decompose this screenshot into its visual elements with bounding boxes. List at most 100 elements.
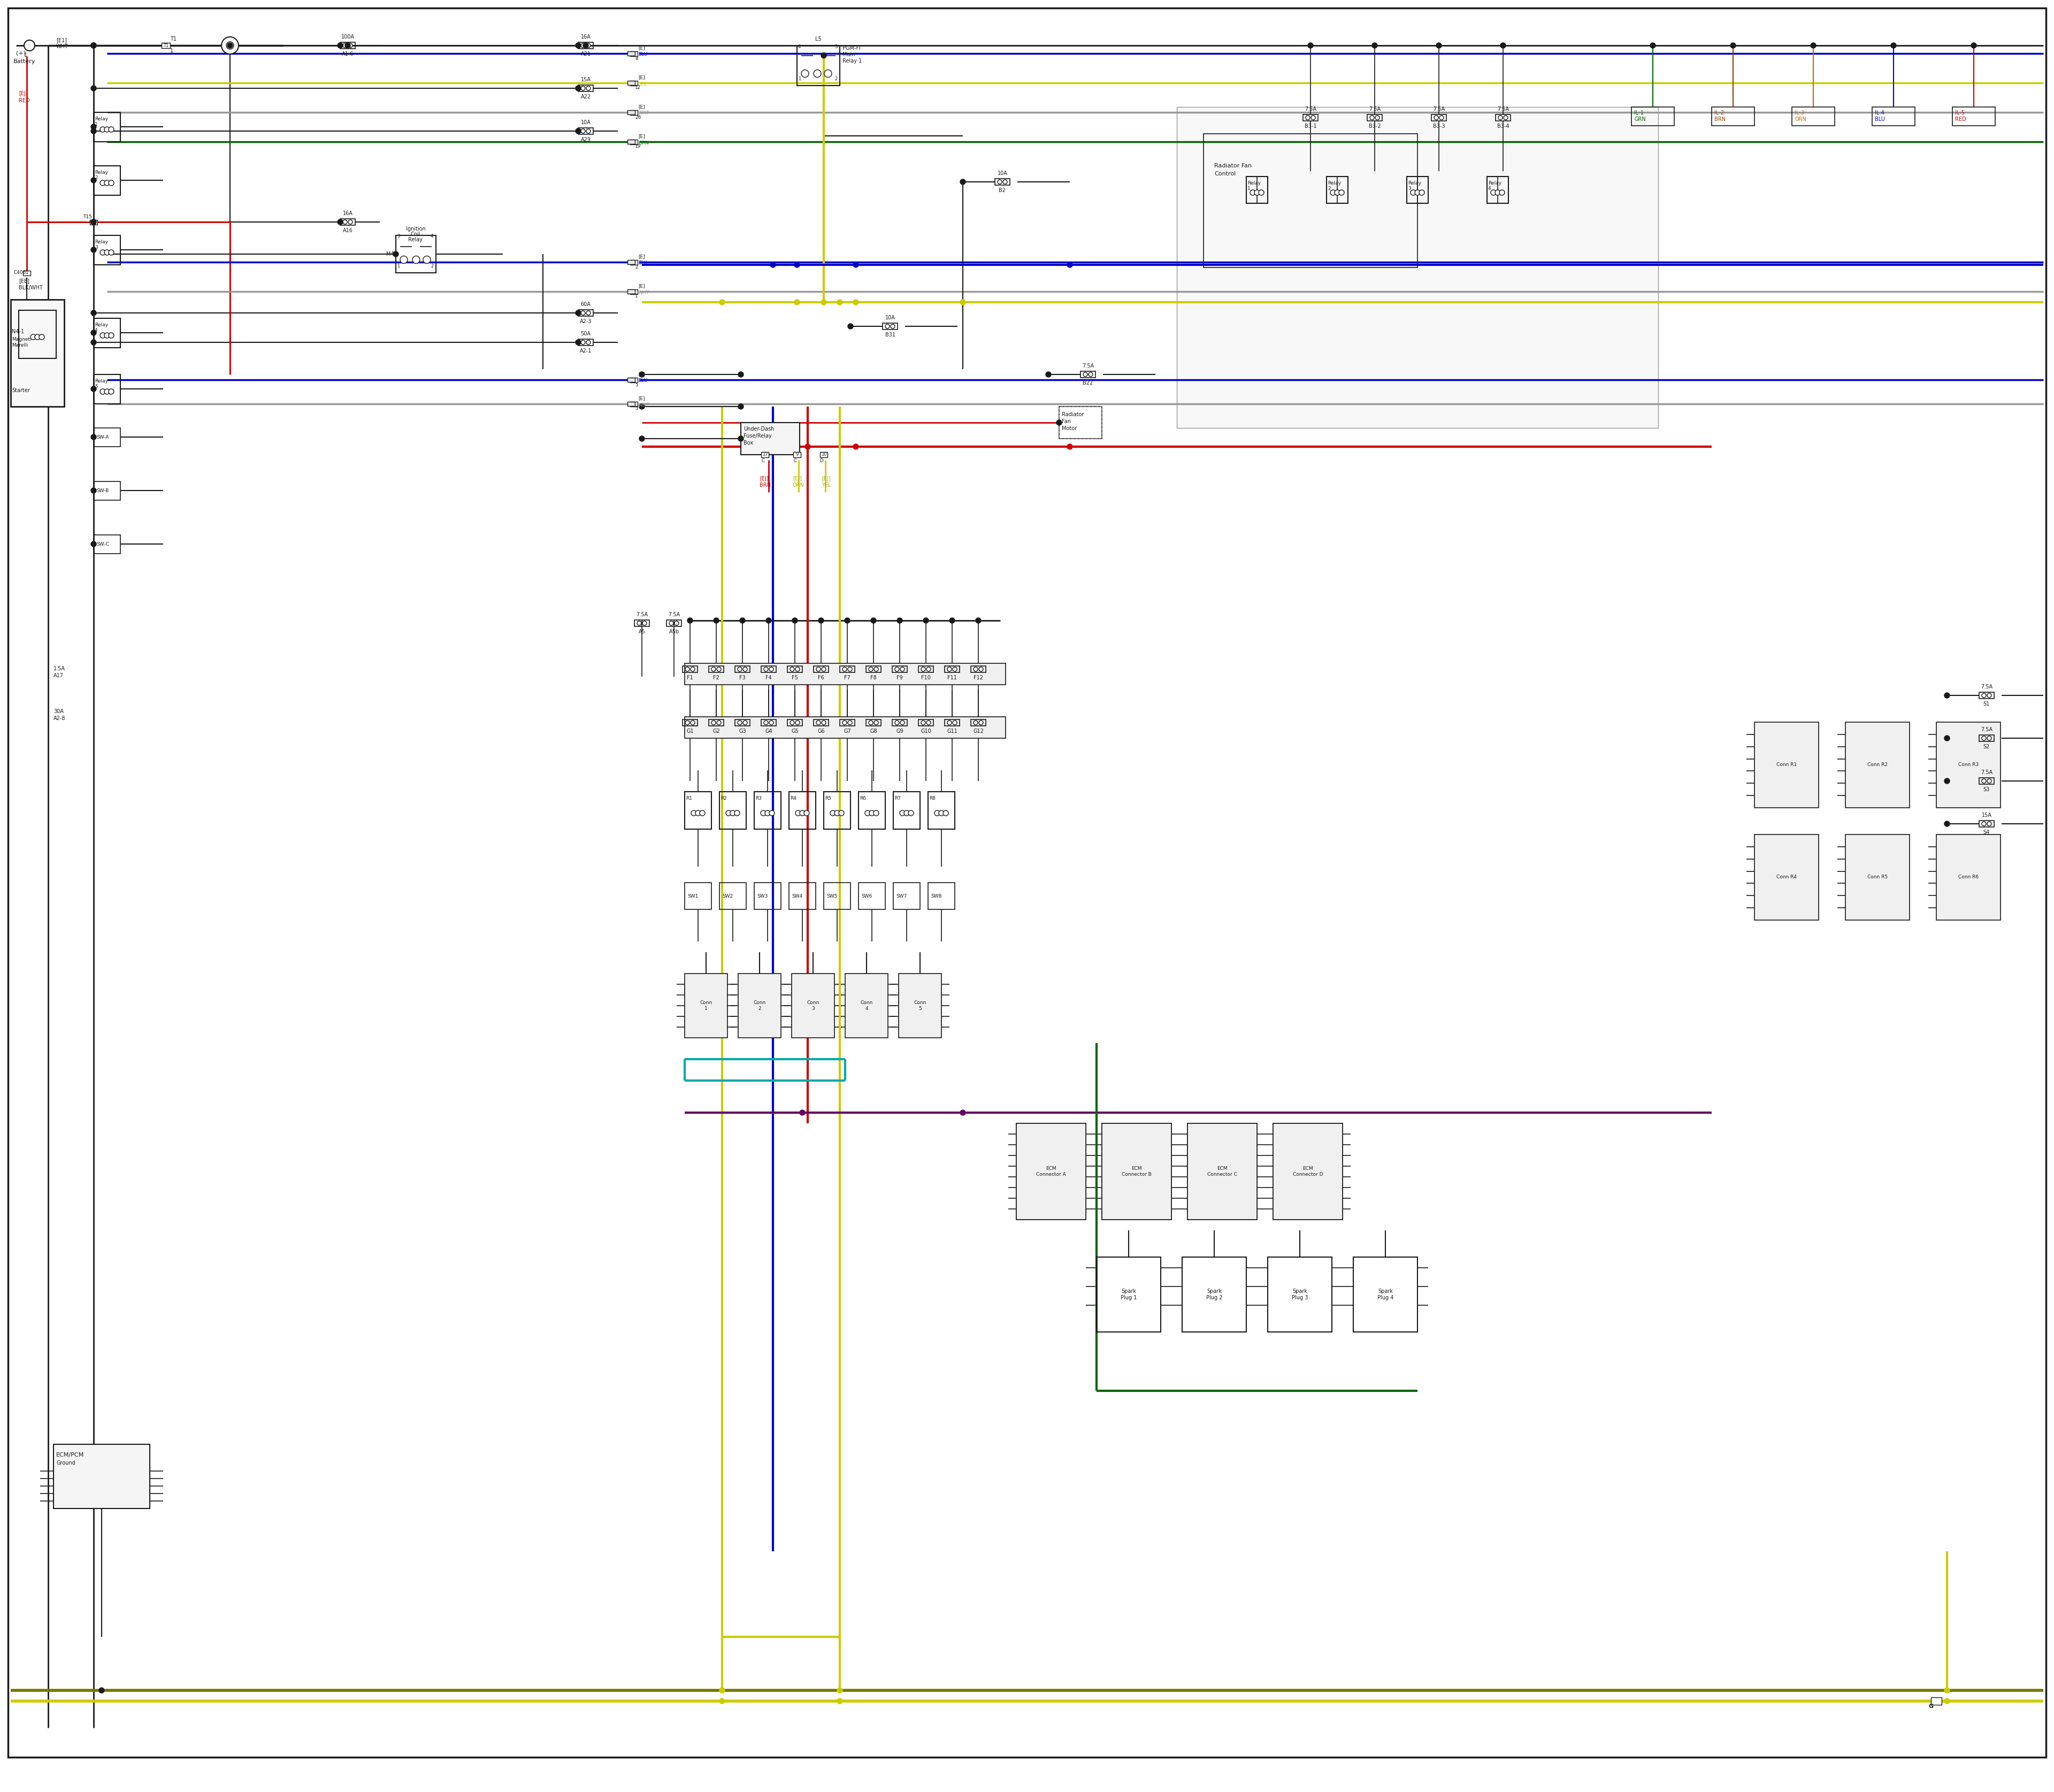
Text: 3: 3 <box>834 45 838 48</box>
Bar <box>972 667 986 672</box>
Bar <box>867 667 881 672</box>
Text: Relay: Relay <box>409 237 423 242</box>
Bar <box>859 792 885 830</box>
Bar <box>844 973 887 1038</box>
Text: B3-3: B3-3 <box>1434 124 1444 129</box>
Text: YEL: YEL <box>639 82 647 86</box>
Text: Radiator Fan: Radiator Fan <box>1214 163 1251 168</box>
Text: 4: 4 <box>799 45 801 48</box>
Text: Relay
2: Relay 2 <box>94 170 109 181</box>
Circle shape <box>35 335 41 340</box>
Circle shape <box>1986 737 1992 740</box>
Bar <box>1844 722 1910 808</box>
Circle shape <box>791 667 795 672</box>
Text: SW6: SW6 <box>861 894 873 898</box>
Circle shape <box>719 1699 725 1704</box>
Text: 15: 15 <box>90 220 97 224</box>
Circle shape <box>392 251 398 256</box>
Circle shape <box>900 720 904 724</box>
Text: 7.5A: 7.5A <box>668 611 680 616</box>
Text: T15: T15 <box>82 215 92 219</box>
Bar <box>928 883 955 909</box>
Text: Magneti
Marelli: Magneti Marelli <box>12 337 31 348</box>
Text: G12: G12 <box>974 729 984 735</box>
Text: BLK/WHT: BLK/WHT <box>18 285 43 290</box>
Text: G: G <box>1929 1704 1933 1710</box>
Circle shape <box>101 181 105 186</box>
Circle shape <box>1945 1688 1949 1693</box>
Bar <box>1080 371 1095 378</box>
Bar <box>94 375 121 403</box>
Circle shape <box>838 1688 842 1693</box>
Circle shape <box>817 618 824 624</box>
Bar <box>94 482 121 500</box>
Circle shape <box>770 262 776 267</box>
Bar <box>631 140 637 145</box>
Text: G11: G11 <box>947 729 957 735</box>
Circle shape <box>90 487 97 493</box>
Bar <box>900 973 941 1038</box>
Text: YEL: YEL <box>822 482 832 487</box>
Text: Fan: Fan <box>1062 419 1070 425</box>
Circle shape <box>838 299 842 305</box>
Circle shape <box>105 181 109 186</box>
Circle shape <box>873 810 879 815</box>
Circle shape <box>105 249 109 254</box>
Circle shape <box>764 667 768 672</box>
Text: 26: 26 <box>635 115 641 120</box>
Text: F7: F7 <box>844 676 850 681</box>
Circle shape <box>1982 780 1986 783</box>
Circle shape <box>423 256 431 263</box>
Text: SW1: SW1 <box>688 894 698 898</box>
Bar <box>867 719 881 726</box>
Circle shape <box>852 444 859 450</box>
Text: Conn
2: Conn 2 <box>754 1000 766 1011</box>
Circle shape <box>1972 43 1976 48</box>
Circle shape <box>1339 190 1343 195</box>
Circle shape <box>90 124 97 129</box>
Circle shape <box>343 43 347 48</box>
Text: G6: G6 <box>817 729 826 735</box>
Circle shape <box>1495 190 1499 195</box>
Bar <box>665 620 682 627</box>
Circle shape <box>109 127 113 133</box>
Circle shape <box>643 622 647 625</box>
Circle shape <box>943 810 949 815</box>
Text: Relay
5: Relay 5 <box>94 378 109 389</box>
Circle shape <box>766 618 772 624</box>
Text: 100A: 100A <box>341 34 355 39</box>
Circle shape <box>1308 43 1313 48</box>
Circle shape <box>822 299 826 305</box>
Circle shape <box>90 434 97 439</box>
Circle shape <box>575 43 581 48</box>
Text: G9: G9 <box>896 729 904 735</box>
Circle shape <box>1982 823 1986 826</box>
Circle shape <box>581 340 585 344</box>
Text: 1: 1 <box>799 77 801 82</box>
Text: Relay
4: Relay 4 <box>1487 181 1501 192</box>
Circle shape <box>980 720 984 724</box>
Circle shape <box>349 220 353 224</box>
Bar <box>735 719 750 726</box>
Circle shape <box>639 403 645 409</box>
Text: 7.5A: 7.5A <box>1304 106 1317 111</box>
Text: F3: F3 <box>739 676 746 681</box>
Text: Coil: Coil <box>411 231 421 237</box>
Text: Spark
Plug 1: Spark Plug 1 <box>1121 1288 1136 1301</box>
Bar <box>626 401 635 407</box>
Text: G1: G1 <box>686 729 694 735</box>
Circle shape <box>1331 190 1335 195</box>
Bar <box>626 81 635 84</box>
Text: T1: T1 <box>170 36 177 41</box>
Bar <box>684 717 1006 738</box>
Text: Conn R2: Conn R2 <box>1867 763 1888 767</box>
Text: A2-1: A2-1 <box>579 348 592 353</box>
Circle shape <box>585 43 592 48</box>
Text: Conn R3: Conn R3 <box>1957 763 1978 767</box>
Circle shape <box>105 127 109 133</box>
Bar <box>94 319 121 348</box>
Bar <box>709 719 723 726</box>
Text: G8: G8 <box>869 729 877 735</box>
Text: R3: R3 <box>756 796 762 801</box>
Text: G4: G4 <box>764 729 772 735</box>
